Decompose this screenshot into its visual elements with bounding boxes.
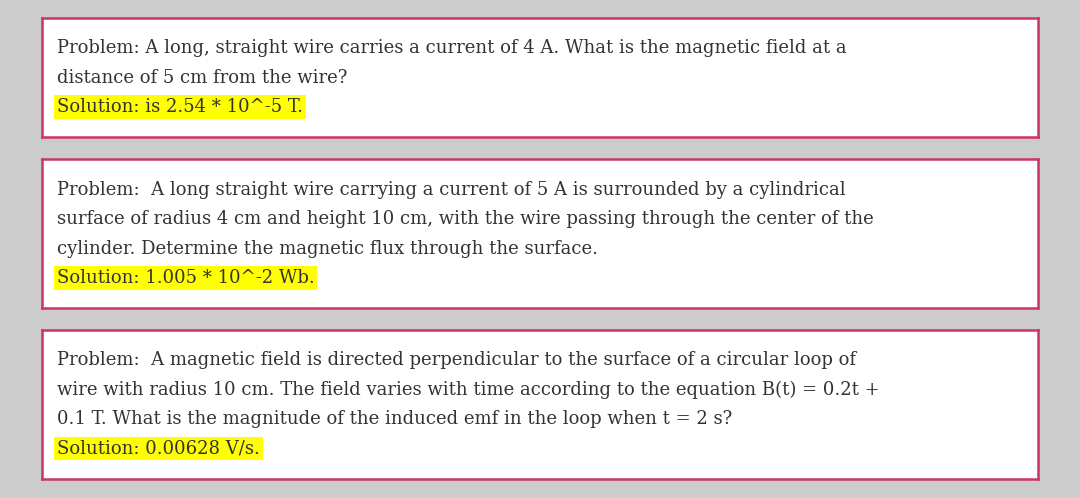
Text: Solution: 1.005 * 10^-2 Wb.: Solution: 1.005 * 10^-2 Wb.: [57, 269, 314, 287]
Text: Problem: A long, straight wire carries a current of 4 A. What is the magnetic fi: Problem: A long, straight wire carries a…: [57, 39, 847, 57]
Text: surface of radius 4 cm and height 10 cm, with the wire passing through the cente: surface of radius 4 cm and height 10 cm,…: [57, 210, 874, 228]
Text: distance of 5 cm from the wire?: distance of 5 cm from the wire?: [57, 69, 348, 86]
Text: Solution: 0.00628 V/s.: Solution: 0.00628 V/s.: [57, 440, 260, 458]
Text: Problem:  A magnetic field is directed perpendicular to the surface of a circula: Problem: A magnetic field is directed pe…: [57, 351, 856, 369]
Text: Solution: is 2.54 * 10^-5 T.: Solution: is 2.54 * 10^-5 T.: [57, 98, 302, 116]
Text: wire with radius 10 cm. The field varies with time according to the equation B(t: wire with radius 10 cm. The field varies…: [57, 381, 879, 399]
Text: 0.1 T. What is the magnitude of the induced emf in the loop when t = 2 s?: 0.1 T. What is the magnitude of the indu…: [57, 411, 732, 428]
Text: Problem:  A long straight wire carrying a current of 5 A is surrounded by a cyli: Problem: A long straight wire carrying a…: [57, 180, 846, 199]
Text: cylinder. Determine the magnetic flux through the surface.: cylinder. Determine the magnetic flux th…: [57, 240, 598, 257]
